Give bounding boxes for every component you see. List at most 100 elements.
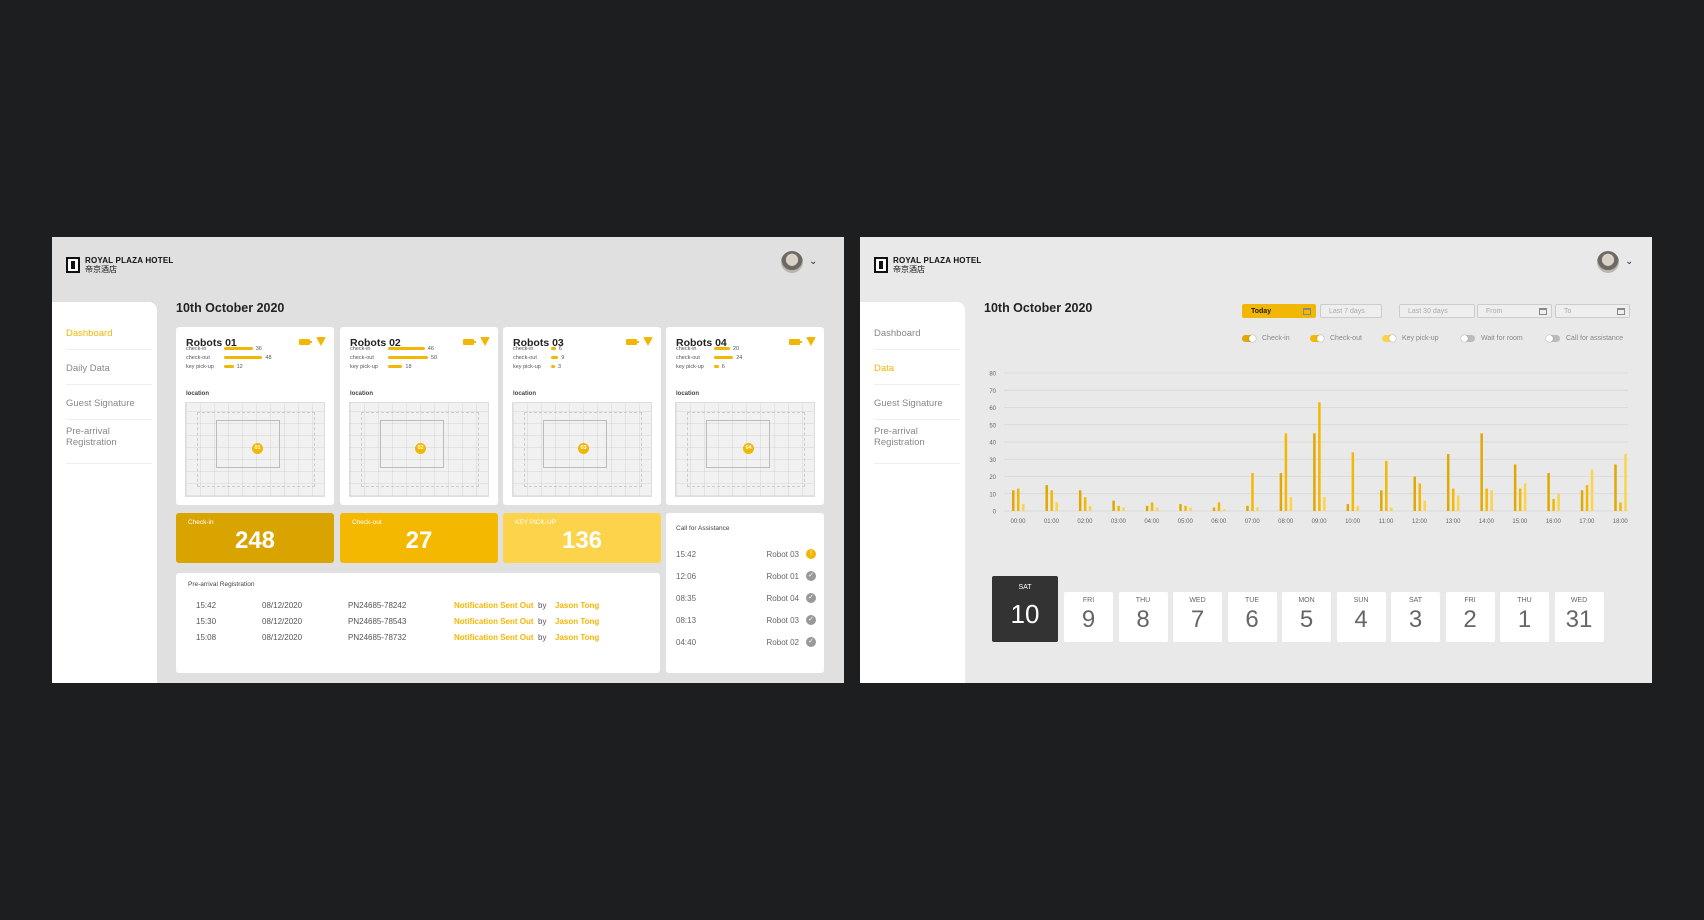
toggle-switch[interactable] — [1546, 335, 1560, 342]
legend-toggle-checkout[interactable]: Check-out — [1310, 335, 1362, 342]
kpi-checkout[interactable]: Check-out 27 — [340, 513, 498, 563]
sidebar-item-data[interactable]: Data — [874, 350, 960, 385]
filter-last-7-days[interactable]: Last 7 days — [1320, 304, 1382, 318]
hotel-logo[interactable]: ROYAL PLAZA HOTEL 帝京酒店 — [66, 254, 173, 276]
pre-arrival-title: Pre-arrival Registration — [188, 581, 255, 588]
sidebar-item-guest-signature[interactable]: Guest Signature — [66, 385, 152, 420]
floor-map[interactable]: 02 — [349, 402, 489, 497]
sidebar-item-pre-arrival[interactable]: Pre-arrival Registration — [66, 420, 152, 464]
toggle-switch[interactable] — [1382, 335, 1396, 342]
day-card-selected[interactable]: SAT 10 — [992, 576, 1058, 642]
day-card[interactable]: WED 7 — [1173, 592, 1222, 642]
sidebar-item-pre-arrival[interactable]: Pre-arrival Registration — [874, 420, 960, 464]
filter-from[interactable]: From — [1477, 304, 1552, 318]
day-card[interactable]: SUN 4 — [1336, 592, 1386, 642]
legend-toggle-call-assist[interactable]: Call for assistance — [1546, 335, 1623, 342]
day-card[interactable]: TUE 6 — [1227, 592, 1277, 642]
robot-card[interactable]: Robots 03 check-in 6 check-out 9 key pic… — [503, 327, 661, 505]
bar-key-pick-up — [1523, 483, 1527, 511]
row-date: 08/12/2020 — [262, 617, 303, 626]
toggle-switch[interactable] — [1461, 335, 1475, 342]
day-card[interactable]: WED 31 — [1554, 592, 1604, 642]
logo-mark-icon — [874, 257, 888, 273]
bar-check-in — [1380, 490, 1383, 511]
kpi-value: 136 — [561, 527, 603, 554]
list-item[interactable]: 08:13 Robot 03 ✓ — [676, 615, 816, 630]
kpi-key-pickup[interactable]: KEY PICK-UP 136 — [503, 513, 661, 563]
row-staff[interactable]: Jason Tong — [555, 601, 600, 610]
stat-value: 12 — [236, 363, 243, 370]
floor-map[interactable]: 04 — [675, 402, 815, 497]
sidebar-item-guest-signature[interactable]: Guest Signature — [874, 385, 960, 420]
table-row[interactable]: 15:42 08/12/2020 PN24685-78242 Notificat… — [176, 601, 660, 615]
hotel-name-cn: 帝京酒店 — [893, 265, 925, 274]
stat-value: 20 — [733, 345, 740, 352]
check-icon[interactable]: ✓ — [806, 637, 816, 647]
row-id: PN24685-78242 — [348, 601, 407, 610]
stat-label: key pick-up — [350, 363, 378, 370]
legend-toggle-checkin[interactable]: Check-in — [1242, 335, 1290, 342]
stat-label: key pick-up — [513, 363, 541, 370]
day-card[interactable]: THU 8 — [1118, 592, 1168, 642]
robot-card[interactable]: Robots 02 check-in 46 check-out 50 key p… — [340, 327, 498, 505]
day-number: 5 — [1299, 606, 1314, 633]
day-name: TUE — [1245, 597, 1259, 604]
sidebar-item-daily-data[interactable]: Daily Data — [66, 350, 152, 385]
row-staff[interactable]: Jason Tong — [555, 633, 600, 642]
chevron-down-icon[interactable]: ⌄ — [1625, 256, 1634, 267]
list-item[interactable]: 12:06 Robot 01 ✓ — [676, 571, 816, 586]
list-item[interactable]: 15:42 Robot 03 ! — [676, 549, 816, 564]
floor-map[interactable]: 01 — [185, 402, 325, 497]
kpi-label: Check-in — [188, 519, 214, 526]
floor-map[interactable]: 03 — [512, 402, 652, 497]
robot-pin[interactable]: 04 — [743, 443, 754, 454]
check-icon[interactable]: ✓ — [806, 615, 816, 625]
bar-check-in — [1580, 490, 1584, 511]
legend-toggle-key-pickup[interactable]: Key pick-up — [1382, 335, 1439, 342]
day-card[interactable]: SAT 3 — [1391, 592, 1440, 642]
avatar[interactable] — [781, 251, 803, 273]
dashboard-panel: ROYAL PLAZA HOTEL 帝京酒店 ⌄ Dashboard Daily… — [52, 237, 844, 683]
robot-pin[interactable]: 03 — [578, 443, 589, 454]
table-row[interactable]: 15:08 08/12/2020 PN24685-78732 Notificat… — [176, 633, 660, 647]
toggle-switch[interactable] — [1310, 335, 1324, 342]
day-card[interactable]: MON 5 — [1282, 592, 1331, 642]
alert-icon[interactable]: ! — [806, 549, 816, 559]
sidebar-item-dashboard[interactable]: Dashboard — [66, 315, 152, 350]
robot-pin[interactable]: 02 — [415, 443, 426, 454]
stat-row: check-out 50 — [350, 354, 437, 361]
calendar-icon — [1303, 308, 1311, 315]
y-tick-label: 40 — [989, 441, 996, 447]
kpi-label: KEY PICK-UP — [515, 519, 557, 526]
assist-robot: Robot 03 — [766, 616, 799, 625]
filter-last-30-days[interactable]: Last 30 days — [1399, 304, 1475, 318]
stat-bar — [714, 347, 730, 350]
sidebar-item-dashboard[interactable]: Dashboard — [874, 315, 960, 350]
avatar[interactable] — [1597, 251, 1619, 273]
table-row[interactable]: 15:30 08/12/2020 PN24685-78543 Notificat… — [176, 617, 660, 631]
list-item[interactable]: 08:35 Robot 04 ✓ — [676, 593, 816, 608]
check-icon[interactable]: ✓ — [806, 571, 816, 581]
robot-title: Robots 02 — [350, 337, 401, 349]
chevron-down-icon[interactable]: ⌄ — [809, 256, 818, 267]
filter-today[interactable]: Today — [1242, 304, 1316, 318]
day-card[interactable]: FRI 9 — [1064, 592, 1113, 642]
robot-card[interactable]: Robots 04 check-in 20 check-out 24 key p… — [666, 327, 824, 505]
robot-pin[interactable]: 01 — [252, 443, 263, 454]
bar-check-out — [1619, 502, 1622, 511]
check-icon[interactable]: ✓ — [806, 593, 816, 603]
hotel-logo[interactable]: ROYAL PLAZA HOTEL 帝京酒店 — [874, 254, 981, 276]
legend-toggle-wait-room[interactable]: Wait for room — [1461, 335, 1523, 342]
day-card[interactable]: THU 1 — [1500, 592, 1549, 642]
list-item[interactable]: 04:40 Robot 02 ✓ — [676, 637, 816, 652]
toggle-switch[interactable] — [1242, 335, 1256, 342]
x-tick-label: 09:00 — [1312, 519, 1328, 525]
x-tick-label: 07:00 — [1245, 519, 1261, 525]
day-card[interactable]: FRI 2 — [1445, 592, 1495, 642]
filter-to[interactable]: To — [1555, 304, 1630, 318]
stat-row: check-in 46 — [350, 345, 434, 352]
robot-card[interactable]: Robots 01 check-in 36 check-out 48 key p… — [176, 327, 334, 505]
row-staff[interactable]: Jason Tong — [555, 617, 600, 626]
kpi-checkin[interactable]: Check-in 248 — [176, 513, 334, 563]
assist-robot: Robot 02 — [766, 638, 799, 647]
